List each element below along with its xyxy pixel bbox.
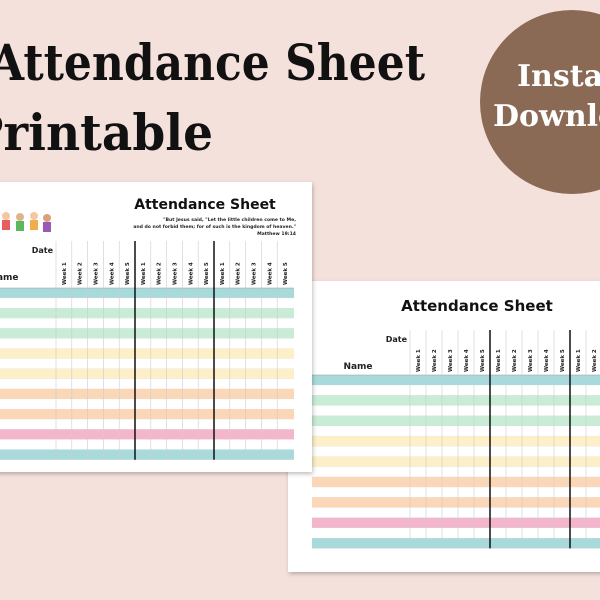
- badge: [480, 10, 600, 194]
- heading-line: Attendance Sheet: [0, 33, 425, 92]
- table-row: [0, 399, 294, 410]
- sheet-title: Attendance Sheet: [134, 197, 276, 213]
- table-row: [0, 298, 294, 309]
- table-row: [0, 358, 294, 369]
- quote: "But Jesus said, "Let the little childre…: [163, 217, 296, 223]
- name-label: Name: [343, 362, 372, 372]
- table-row: [312, 456, 600, 467]
- table-row: [312, 426, 600, 437]
- week-label: Week 3: [252, 262, 258, 285]
- week-label: Week 5: [283, 262, 289, 285]
- sheet: Attendance Sheet "But Jesus said, "Let t…: [0, 182, 312, 472]
- table-row: [312, 477, 600, 488]
- table-row: [312, 375, 600, 386]
- table-row: [312, 415, 600, 426]
- week-label: Week 5: [560, 349, 566, 372]
- week-label: Week 4: [109, 262, 115, 285]
- heading-line: Printable: [0, 103, 213, 162]
- week-label: Week 2: [432, 349, 438, 372]
- attendance-grid: Week 1 Week 2 Week 3 Week 4 Week 5 Week 1 Week…: [0, 241, 294, 460]
- table-row: [312, 385, 600, 396]
- table-row: [312, 405, 600, 416]
- table-row: [312, 446, 600, 457]
- date-label: Date: [386, 335, 408, 344]
- table-row: [312, 497, 600, 508]
- quote-reference: Matthew 19:14: [257, 231, 296, 237]
- table-row: [312, 538, 600, 549]
- kids-illustration: [2, 212, 51, 232]
- table-row: [0, 378, 294, 389]
- table-row: [0, 338, 294, 349]
- sheet-title: Attendance Sheet: [401, 297, 553, 315]
- table-row: [312, 466, 600, 477]
- week-label: Week 1: [62, 262, 68, 285]
- table-row: [0, 288, 294, 299]
- week-label: Week 3: [528, 349, 534, 372]
- week-label: Week 2: [592, 349, 598, 372]
- table-row: [312, 528, 600, 539]
- week-label: Week 4: [188, 262, 194, 285]
- table-row: [0, 409, 294, 420]
- table-row: [0, 318, 294, 329]
- badge-text: Instant: [517, 59, 600, 94]
- week-label: Week 5: [480, 349, 486, 372]
- week-label: Week 4: [544, 349, 550, 372]
- table-row: [0, 308, 294, 319]
- table-row: [0, 348, 294, 359]
- date-label: Date: [32, 246, 54, 255]
- week-label: Week 3: [173, 262, 179, 285]
- table-row: [0, 439, 294, 450]
- quote: and do not forbid them; for of such is t…: [133, 224, 296, 230]
- week-label: Week 2: [78, 262, 84, 285]
- badge-text: Download: [493, 99, 600, 134]
- week-label: Week 3: [94, 262, 100, 285]
- week-label: Week 2: [157, 262, 163, 285]
- week-label: Week 1: [416, 349, 422, 372]
- week-label: Week 3: [448, 349, 454, 372]
- week-label: Week 1: [220, 262, 226, 285]
- week-label: Week 2: [512, 349, 518, 372]
- week-label: Week 5: [204, 262, 210, 285]
- table-row: [0, 429, 294, 440]
- week-label: Week 1: [141, 262, 147, 285]
- table-row: [0, 328, 294, 339]
- table-row: [312, 436, 600, 447]
- table-row: [312, 487, 600, 498]
- table-row: [312, 395, 600, 406]
- week-label: Week 2: [236, 262, 242, 285]
- table-row: [312, 517, 600, 528]
- table-row: [312, 507, 600, 518]
- week-label: Week 5: [125, 262, 131, 285]
- week-label: Week 4: [464, 349, 470, 372]
- week-label: Week 4: [267, 262, 273, 285]
- name-label: Name: [0, 273, 19, 283]
- week-label: Week 1: [496, 349, 502, 372]
- table-row: [0, 368, 294, 379]
- attendance-grid: Week 1 Week 2 Week 3 Week 4 Week 5 Week 1 Week…: [312, 330, 600, 549]
- table-row: [0, 389, 294, 400]
- week-label: Week 1: [576, 349, 582, 372]
- table-row: [0, 449, 294, 460]
- table-row: [0, 419, 294, 430]
